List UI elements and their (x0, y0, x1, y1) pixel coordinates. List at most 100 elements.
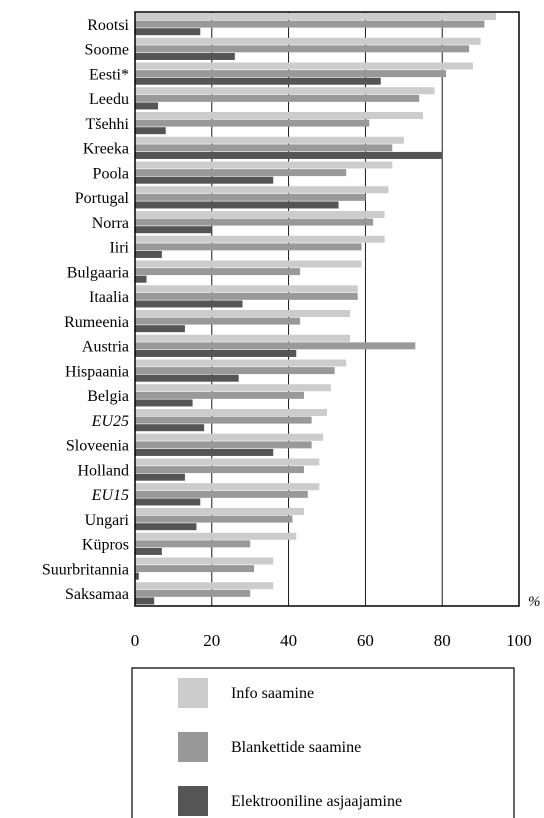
bar (135, 490, 308, 498)
category-label: Suurbritannia (42, 561, 129, 578)
bar (135, 508, 304, 515)
bar (135, 458, 320, 466)
bar (135, 292, 358, 300)
category-label: Saksamaa (65, 586, 129, 603)
category-label: Portugal (75, 190, 130, 207)
bar (135, 557, 274, 565)
bar (135, 416, 312, 424)
bar (135, 268, 301, 276)
bar (135, 37, 481, 45)
bar (135, 144, 393, 152)
legend-frame (131, 667, 515, 818)
bar (135, 275, 147, 283)
plot-frame (134, 11, 520, 607)
grid-lines (211, 12, 443, 606)
bar (135, 62, 473, 70)
bar (135, 300, 243, 308)
bar (135, 136, 404, 144)
bar (135, 112, 423, 119)
category-label: Poola (93, 165, 129, 182)
category-label: Iiri (109, 240, 129, 257)
category-label: Soome (85, 42, 129, 59)
bar (135, 87, 435, 95)
bar (135, 161, 393, 169)
legend-swatch (178, 678, 208, 708)
bar (135, 515, 293, 523)
legend-swatch (178, 786, 208, 816)
bar (135, 342, 416, 350)
category-label: Tšehhi (85, 116, 129, 133)
bar (135, 77, 381, 85)
category-label: Holland (77, 462, 129, 479)
category-label: Bulgaaria (67, 264, 129, 281)
bar (135, 597, 155, 605)
bar (135, 201, 339, 209)
bar (135, 498, 201, 506)
bar (135, 94, 420, 102)
bar (135, 325, 185, 333)
bar (135, 28, 201, 36)
bar (135, 483, 320, 491)
bar (135, 433, 324, 441)
bar (135, 151, 443, 159)
bar (135, 285, 358, 293)
legend-label: Info saamine (231, 685, 314, 702)
bar (135, 186, 389, 194)
bar (135, 466, 304, 474)
category-label: Küpros (82, 537, 129, 554)
bar (135, 250, 162, 258)
bar (135, 523, 197, 531)
bar (135, 359, 347, 367)
x-tick-label: 40 (280, 631, 297, 650)
bar (135, 193, 366, 201)
unit-label: % (528, 594, 541, 610)
bar (135, 226, 212, 234)
category-labels: Rootsi Soome Eesti* Leedu Tšehhi Kreeka Poola P… (42, 17, 130, 603)
bar (135, 169, 347, 177)
category-label: EU15 (91, 487, 129, 504)
bar (135, 399, 193, 407)
bar (135, 176, 274, 184)
legend-label: Elektrooniline asjaajamine (231, 793, 402, 810)
category-label: Kreeka (83, 141, 129, 158)
category-label: Sloveenia (66, 438, 129, 455)
bar (135, 409, 327, 416)
category-label: Norra (92, 215, 129, 232)
x-tick-label: 80 (434, 631, 451, 650)
category-label: Belgia (87, 388, 129, 405)
bar (135, 127, 166, 135)
x-tick-label: 20 (203, 631, 220, 650)
bar (135, 473, 185, 481)
bar (135, 384, 331, 392)
bar (135, 211, 385, 218)
bar (135, 374, 239, 382)
category-label: Rumeenia (64, 314, 129, 331)
bar (135, 260, 362, 268)
bar (135, 349, 297, 357)
bar (135, 572, 139, 580)
x-tick-label: 0 (131, 631, 140, 650)
bar (135, 391, 304, 399)
bar (135, 582, 274, 590)
bar (135, 589, 251, 597)
bar (135, 218, 374, 226)
bar (135, 448, 274, 456)
bar (135, 310, 351, 317)
bar (135, 13, 496, 20)
bar (135, 235, 385, 243)
category-label: Eesti* (89, 66, 129, 83)
bar (135, 334, 351, 342)
category-label: Leedu (89, 91, 129, 108)
bar (135, 70, 447, 78)
bar (135, 532, 297, 540)
legend-swatch (178, 732, 208, 762)
category-label: Austria (82, 339, 129, 356)
bar (135, 317, 301, 325)
category-label: Ungari (85, 512, 130, 529)
category-label: EU25 (91, 413, 129, 430)
x-tick-labels: 0 20 40 60 80 100 (131, 631, 532, 650)
legend: Info saamine Blankettide saamine Elektroon… (131, 667, 515, 818)
bar (135, 243, 362, 251)
category-label: Hispaania (65, 363, 129, 380)
